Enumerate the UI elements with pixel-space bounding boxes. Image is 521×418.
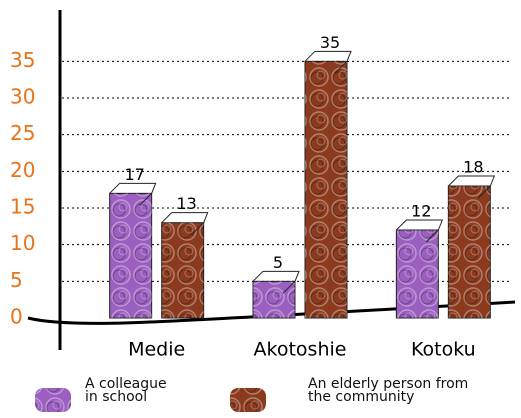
legend-swatch-texture bbox=[35, 388, 71, 412]
bar-texture bbox=[253, 281, 295, 318]
chart: 0 5 10 15 20 25 30 35 Medie 17 13 Akotoshie 5 35 Kotok… bbox=[0, 0, 521, 418]
bar bbox=[110, 183, 156, 318]
bar-top bbox=[448, 176, 494, 186]
value-label: 18 bbox=[463, 158, 483, 177]
bar-top bbox=[162, 213, 208, 223]
y-tick-label: 15 bbox=[10, 195, 35, 219]
bar-top bbox=[396, 220, 442, 230]
legend-label: An elderly person from the community bbox=[308, 378, 478, 404]
bar-top bbox=[110, 183, 156, 193]
x-tick-label: Medie bbox=[128, 339, 185, 361]
x-tick-label: Akotoshie bbox=[254, 339, 347, 361]
legend-swatch-texture bbox=[230, 388, 266, 412]
bar-top bbox=[305, 51, 351, 61]
value-label: 12 bbox=[411, 202, 431, 221]
x-tick-label: Kotoku bbox=[411, 339, 476, 361]
y-tick-label: 20 bbox=[10, 158, 35, 182]
y-tick-label: 35 bbox=[10, 48, 35, 72]
page: 0 5 10 15 20 25 30 35 Medie 17 13 Akotoshie 5 35 Kotok… bbox=[0, 0, 521, 418]
bar bbox=[448, 176, 494, 318]
y-tick-label: 10 bbox=[10, 231, 35, 255]
bar-texture bbox=[305, 61, 347, 318]
y-tick-label: 5 bbox=[10, 268, 23, 292]
value-label: 35 bbox=[320, 33, 340, 52]
legend-label: A colleague in school bbox=[85, 378, 180, 404]
y-tick-label: 0 bbox=[10, 305, 23, 329]
bar-texture bbox=[162, 223, 204, 318]
bar bbox=[162, 213, 208, 318]
bar-texture bbox=[448, 186, 490, 318]
value-label: 17 bbox=[124, 165, 144, 184]
bar-top bbox=[253, 271, 299, 281]
y-tick-label: 25 bbox=[10, 121, 35, 145]
value-label: 13 bbox=[176, 194, 196, 213]
bar bbox=[396, 220, 442, 318]
bar-texture bbox=[110, 193, 152, 318]
y-tick-label: 30 bbox=[10, 85, 35, 109]
bar bbox=[253, 271, 299, 318]
bar bbox=[305, 51, 351, 318]
bar-texture bbox=[396, 230, 438, 318]
value-label: 5 bbox=[273, 253, 283, 272]
